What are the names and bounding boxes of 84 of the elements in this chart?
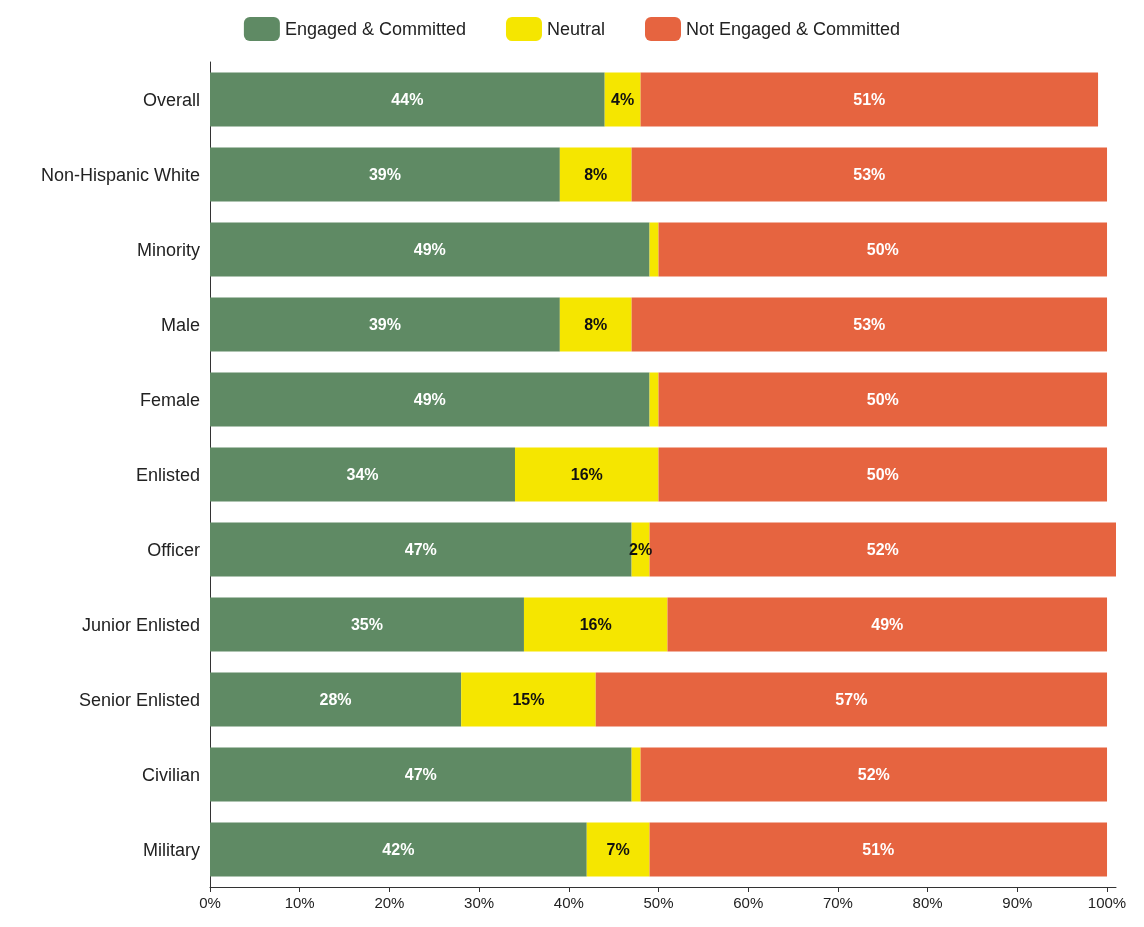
bar (658, 222, 1108, 277)
data-label: 39% (368, 316, 401, 333)
x-tick-label: 80% (912, 894, 943, 911)
bar (210, 147, 560, 202)
x-tick-label: 50% (643, 894, 674, 911)
data-label: 15% (512, 691, 545, 708)
y-tick-label: Enlisted (135, 464, 200, 485)
data-label: 35% (350, 616, 383, 633)
bar (210, 597, 524, 652)
data-label: 16% (570, 466, 603, 483)
data-label: 8% (584, 166, 608, 183)
data-label: 50% (866, 241, 899, 258)
bar (210, 222, 650, 277)
bar (559, 297, 632, 352)
data-label: 8% (584, 316, 608, 333)
bar (658, 447, 1108, 502)
bar (210, 672, 462, 727)
x-tick-label: 10% (284, 894, 315, 911)
data-label: 52% (866, 541, 899, 558)
y-tick-label: Civilian (141, 764, 200, 785)
y-tick-label: Overall (142, 89, 200, 110)
bar (210, 747, 632, 802)
bar (640, 72, 1099, 127)
data-label: 4% (611, 91, 635, 108)
bar (658, 372, 1108, 427)
bar (649, 822, 1108, 877)
data-label: 57% (835, 691, 868, 708)
legend-label: Neutral (546, 19, 606, 39)
data-label: 39% (368, 166, 401, 183)
x-tick-label: 70% (822, 894, 853, 911)
y-tick-label: Non-Hispanic White (40, 164, 200, 185)
data-label: 53% (853, 316, 886, 333)
data-label: 50% (866, 391, 899, 408)
y-tick-label: Female (139, 389, 200, 410)
bar (210, 372, 650, 427)
x-tick-label: 90% (1002, 894, 1033, 911)
data-label: 49% (413, 241, 446, 258)
data-label: 47% (404, 541, 437, 558)
x-tick-label: 30% (464, 894, 495, 911)
bar (604, 72, 641, 127)
data-label: 52% (857, 766, 890, 783)
y-tick-label: Military (143, 839, 200, 860)
data-label: 47% (404, 766, 437, 783)
bar (631, 147, 1108, 202)
bar (210, 822, 587, 877)
x-tick-label: 60% (733, 894, 764, 911)
data-label: 44% (391, 91, 424, 108)
y-tick-label: Senior Enlisted (78, 689, 200, 710)
bar (461, 672, 596, 727)
bar (667, 597, 1108, 652)
data-label: 50% (866, 466, 899, 483)
y-tick-label: Minority (136, 239, 200, 260)
bar (210, 447, 515, 502)
bar (631, 297, 1108, 352)
bar (559, 147, 632, 202)
data-label: 34% (346, 466, 379, 483)
bar (523, 597, 668, 652)
bar (649, 222, 659, 277)
bar (640, 747, 1108, 802)
bar (631, 747, 641, 802)
data-label: 28% (319, 691, 352, 708)
x-tick-label: 40% (553, 894, 584, 911)
legend-label: Engaged & Committed (284, 19, 466, 39)
bar (595, 672, 1108, 727)
data-label: 49% (871, 616, 904, 633)
bar (649, 372, 659, 427)
legend-label: Not Engaged & Committed (686, 19, 901, 39)
x-tick-label: 100% (1087, 894, 1127, 911)
data-label: 51% (853, 91, 886, 108)
data-label: 53% (853, 166, 886, 183)
data-label: 51% (862, 841, 895, 858)
data-label: 7% (606, 841, 630, 858)
data-label: 42% (382, 841, 415, 858)
x-tick-label: 0% (199, 894, 221, 911)
bar (586, 822, 650, 877)
data-label: 16% (579, 616, 612, 633)
bar (210, 72, 605, 127)
y-tick-label: Junior Enlisted (81, 614, 200, 635)
x-tick-label: 20% (374, 894, 405, 911)
bar (210, 297, 560, 352)
y-tick-label: Male (160, 314, 200, 335)
bar (514, 447, 659, 502)
y-tick-label: Officer (147, 539, 200, 560)
data-label: 49% (413, 391, 446, 408)
